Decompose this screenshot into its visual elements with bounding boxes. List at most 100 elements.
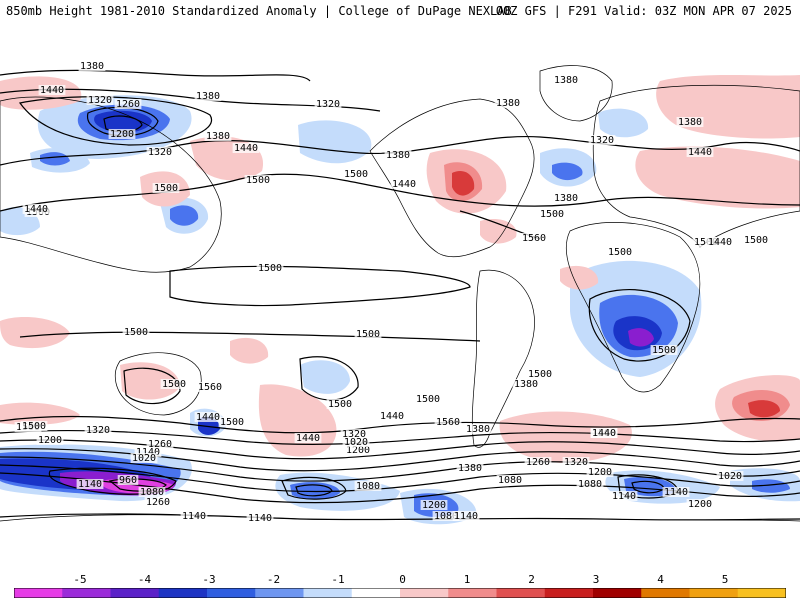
contour-label-background: [144, 497, 172, 507]
anomaly-region-neg2-china: [170, 205, 199, 226]
contour-1380-southern: [0, 429, 800, 445]
contour-label-background: [180, 511, 208, 521]
anomaly-region-neg1-greenland: [598, 108, 649, 138]
colorbar-segment: [448, 588, 497, 598]
contour-label: 1020: [718, 471, 742, 482]
contour-label: 1320: [148, 147, 172, 158]
contour-label: 1500: [246, 175, 270, 186]
contour-label: 1380: [514, 379, 538, 390]
contour-label-background: [194, 91, 222, 101]
contour-1080-antarctic-low: [295, 484, 333, 497]
contour-label: 1500: [744, 235, 768, 246]
contour-label: 1080: [434, 511, 458, 522]
contour-label: 960: [119, 475, 137, 486]
colorbar-segment: [544, 588, 594, 598]
contour-label: 1500: [652, 345, 676, 356]
anomaly-region-pos1-europe-asia: [635, 146, 800, 209]
coastline-africa: [566, 222, 701, 393]
contour-label: 1260: [526, 457, 550, 468]
contour-label-background: [78, 61, 106, 71]
colorbar-segment: [593, 588, 642, 598]
contour-1560-south-indian: [123, 367, 181, 405]
colorbar-segment: [62, 588, 111, 598]
contour-label: 1200: [110, 129, 134, 140]
contour-label-background: [146, 439, 174, 449]
contour-1200-antarctic-edge: [0, 513, 800, 521]
contour-label-background: [244, 175, 272, 185]
contour-label: 1380: [678, 117, 702, 128]
contour-label-background: [256, 263, 284, 273]
colorbar-tick-label: -5: [73, 573, 87, 586]
contour-label: 1380: [554, 75, 578, 86]
contour-label: 1080: [498, 475, 522, 486]
contour-label-background: [204, 131, 232, 141]
contour-1140-southern: [0, 464, 800, 493]
colorbar-segment: [400, 588, 449, 598]
contour-label: 1380: [206, 131, 230, 142]
contour-label-background: [344, 445, 372, 455]
contour-label: 1080: [140, 487, 164, 498]
contour-label-background: [354, 329, 382, 339]
contour-label-background: [134, 447, 162, 457]
contour-label: 1440: [196, 412, 220, 423]
contour-label: 1380: [196, 91, 220, 102]
contour-label: 1500: [608, 247, 632, 258]
contour-label: 1500: [416, 394, 440, 405]
colorbar-tick-label: 0: [399, 573, 406, 586]
contour-label-background: [22, 204, 50, 214]
contour-label-background: [354, 481, 382, 491]
contour-label: 1080: [356, 481, 380, 492]
colorbar-segment: [641, 588, 690, 598]
contour-label: 1500: [694, 237, 718, 248]
colorbar-tick-label: 2: [528, 573, 535, 586]
contour-label: 1020: [132, 453, 156, 464]
contour-label: 1440: [380, 411, 404, 422]
contour-label-background: [586, 467, 614, 477]
contour-label: 1440: [40, 85, 64, 96]
contour-label: 1440: [24, 204, 48, 215]
contour-label-background: [84, 425, 112, 435]
contour-label-background: [294, 433, 322, 443]
contour-label-background: [342, 169, 370, 179]
contour-label-background: [342, 437, 370, 447]
contour-label: 1320: [86, 425, 110, 436]
contour-label-background: [494, 98, 522, 108]
colorbar-segment: [351, 588, 401, 598]
colorbar-tick-label: 4: [657, 573, 664, 586]
contour-1380-north-top: [0, 69, 311, 82]
colorbar-tick-label: 5: [721, 573, 729, 586]
contour-label-background: [196, 382, 224, 392]
contour-label: 1140: [78, 479, 102, 490]
contour-label-background: [496, 475, 524, 485]
anomaly-region-pos1-se-pacific: [230, 337, 269, 364]
colorbar-tick-label: -3: [202, 573, 216, 586]
contour-label: 1140: [612, 491, 636, 502]
anomaly-region-pos3-south-indian-east: [748, 400, 780, 418]
contour-label: 1380: [458, 463, 482, 474]
contour-label: 1140: [136, 447, 160, 458]
contour-1500-subtropics: [0, 173, 800, 212]
contour-label: 1500: [356, 329, 380, 340]
anomaly-region-pos1-indian-south: [120, 362, 180, 400]
anomaly-region-neg2-north-atlantic: [552, 162, 583, 181]
contour-label-background: [152, 183, 180, 193]
contour-label-background: [526, 369, 554, 379]
contour-label: 1500: [154, 183, 178, 194]
contour-label: 1440: [688, 147, 712, 158]
contour-label: 1440: [708, 237, 732, 248]
anomaly-region-neg2-siberia: [40, 152, 70, 166]
contour-label-background: [706, 237, 734, 247]
contour-label-background: [194, 412, 222, 422]
colorbar-tick-label: 3: [592, 573, 600, 586]
contour-label: 1260: [146, 497, 170, 508]
contour-label-background: [552, 193, 580, 203]
contour-1140-antarctic-low: [281, 476, 347, 500]
contour-label-background: [662, 487, 690, 497]
contour-label: 1080: [578, 479, 602, 490]
contour-label: 1500: [258, 263, 282, 274]
contour-label-background: [414, 394, 442, 404]
colorbar-segment: [737, 588, 786, 598]
contour-label-background: [610, 491, 638, 501]
